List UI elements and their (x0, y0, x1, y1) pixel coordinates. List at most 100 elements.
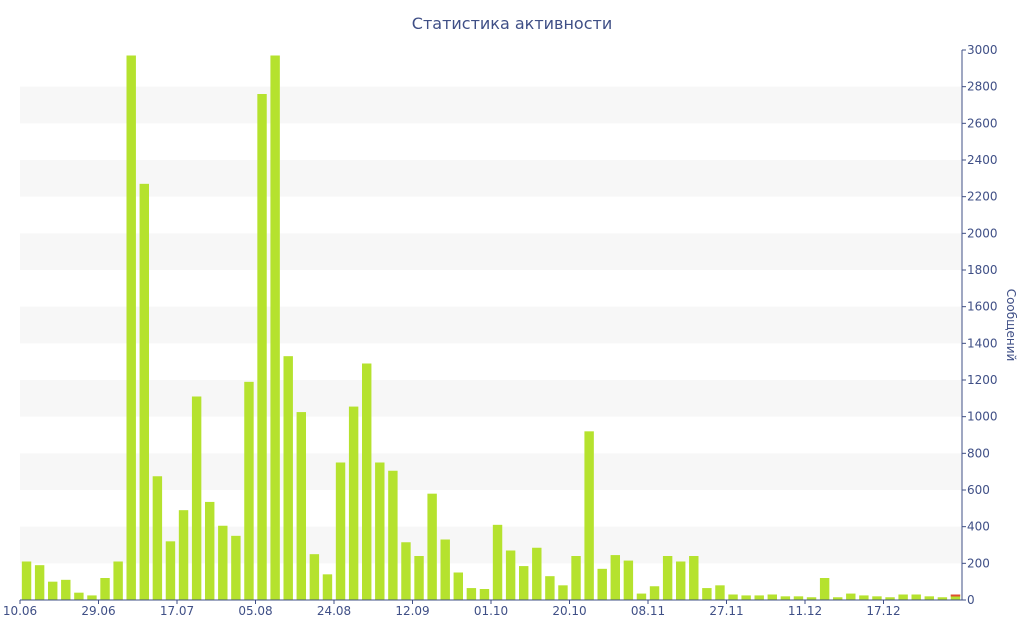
bar (139, 183, 149, 600)
bar (754, 595, 764, 600)
y-tick-label: 800 (967, 446, 990, 460)
grid-band (20, 86, 962, 124)
bars (21, 55, 961, 600)
bar (846, 593, 856, 600)
bar (401, 542, 411, 600)
bar (335, 462, 346, 600)
y-tick-label: 3000 (967, 43, 998, 57)
bar (283, 356, 293, 600)
y-tick-label: 600 (967, 483, 990, 497)
x-tick-label: 11.12 (788, 604, 822, 618)
bar (152, 476, 163, 600)
grid-band (20, 306, 962, 344)
bar (623, 560, 634, 600)
bar (440, 539, 450, 600)
y-tick-label: 0 (967, 593, 975, 607)
grid-band (20, 160, 962, 197)
bar (532, 547, 542, 600)
bar (61, 579, 71, 600)
x-tick-label: 12.09 (395, 604, 429, 618)
grid-band (20, 233, 962, 270)
bar (924, 596, 934, 600)
bar (165, 541, 176, 600)
bar (191, 396, 202, 600)
bar (859, 595, 869, 600)
bar (492, 524, 503, 600)
y-tick-label: 2000 (967, 226, 998, 240)
y-tick-label: 400 (967, 520, 990, 534)
bar (479, 589, 490, 600)
bar (950, 594, 961, 600)
y-tick-label: 200 (967, 556, 990, 570)
bar (427, 493, 437, 600)
bar (505, 550, 516, 600)
bar (571, 556, 581, 600)
bar (309, 554, 320, 600)
x-tick-label: 27.11 (709, 604, 743, 618)
bar (728, 594, 738, 600)
bar (584, 431, 594, 600)
y-axis: 0 200 400 600 800 1000 1200 1400 1600 1800 2000 220… (961, 43, 998, 607)
bar (231, 535, 241, 600)
bar (833, 597, 843, 600)
bar (780, 596, 791, 600)
bar (545, 576, 555, 600)
bar (87, 595, 97, 600)
bar (34, 565, 45, 600)
bar (453, 572, 463, 600)
y-tick-label: 2200 (967, 190, 998, 204)
background-bands (20, 86, 962, 564)
grid-band (20, 526, 962, 564)
bar (414, 556, 424, 600)
bar (885, 597, 895, 600)
bar (113, 561, 123, 600)
bar (296, 412, 306, 600)
bar (362, 363, 372, 600)
bar (689, 556, 699, 600)
bar-highlight (950, 594, 961, 597)
bar (519, 566, 529, 600)
bar (819, 578, 830, 600)
x-tick-label: 17.07 (160, 604, 194, 618)
bar (48, 581, 58, 600)
bar (676, 561, 686, 600)
bar (205, 501, 215, 600)
bar (21, 561, 32, 600)
bar (702, 588, 712, 600)
y-tick-label: 1400 (967, 336, 998, 350)
bar (270, 55, 280, 600)
bar (558, 585, 568, 600)
bar (244, 381, 254, 600)
bar (348, 406, 359, 600)
bar (636, 593, 647, 600)
bar (806, 597, 817, 600)
bar (911, 594, 921, 600)
bar (793, 596, 804, 600)
bar (662, 556, 673, 600)
x-tick-label: 08.11 (631, 604, 665, 618)
bar (375, 462, 385, 600)
bar (178, 510, 189, 600)
x-tick-label: 05.08 (238, 604, 272, 618)
y-tick-label: 2400 (967, 153, 998, 167)
x-tick-label: 17.12 (866, 604, 900, 618)
bar (898, 594, 908, 600)
y-tick-label: 1600 (967, 300, 998, 314)
y-tick-label: 1000 (967, 410, 998, 424)
bar (126, 55, 136, 600)
bar (388, 470, 398, 600)
bar (74, 592, 84, 600)
x-tick-label: 29.06 (81, 604, 115, 618)
y-tick-label: 1200 (967, 373, 998, 387)
bar (872, 596, 882, 600)
x-axis: 10.06 29.06 17.07 05.08 24.08 12.09 01.10 20.10… (3, 599, 962, 618)
bar (218, 525, 228, 600)
y-tick-label: 1800 (967, 263, 998, 277)
bar (767, 594, 777, 600)
chart-title: Статистика активности (411, 14, 613, 33)
bar (597, 568, 607, 600)
grid-band (20, 380, 962, 417)
bar (100, 578, 110, 600)
grid-band (20, 453, 962, 490)
